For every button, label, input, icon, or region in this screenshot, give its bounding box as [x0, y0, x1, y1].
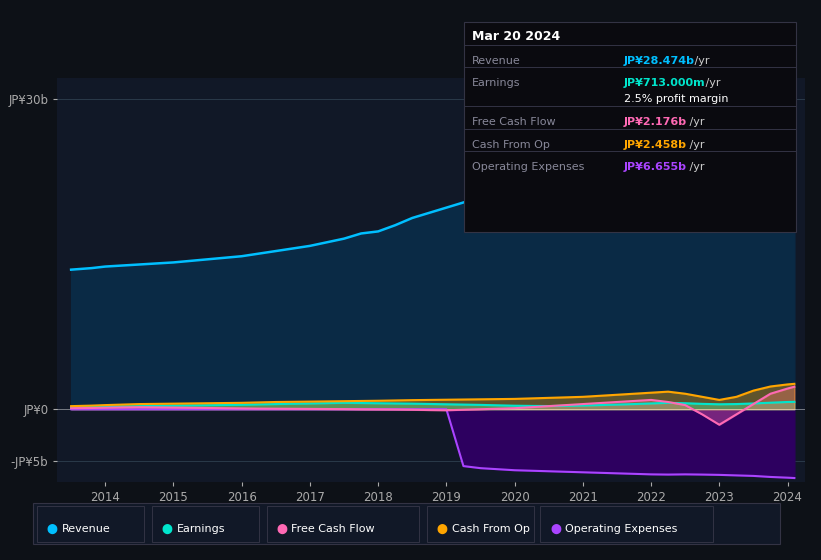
Text: Free Cash Flow: Free Cash Flow: [291, 524, 375, 534]
Text: JP¥28.474b: JP¥28.474b: [624, 56, 695, 66]
Text: Revenue: Revenue: [472, 56, 521, 66]
Text: Cash From Op: Cash From Op: [452, 524, 530, 534]
Text: Operating Expenses: Operating Expenses: [565, 524, 677, 534]
Text: Earnings: Earnings: [177, 524, 225, 534]
Text: Mar 20 2024: Mar 20 2024: [472, 30, 560, 43]
Text: ⬤: ⬤: [437, 524, 447, 534]
Text: Operating Expenses: Operating Expenses: [472, 162, 585, 172]
Text: ⬤: ⬤: [277, 524, 287, 534]
Text: /yr: /yr: [691, 56, 710, 66]
Text: /yr: /yr: [686, 118, 704, 128]
Text: JP¥2.176b: JP¥2.176b: [624, 118, 687, 128]
Text: JP¥713.000m: JP¥713.000m: [624, 78, 705, 88]
Text: JP¥6.655b: JP¥6.655b: [624, 162, 687, 172]
Text: /yr: /yr: [686, 162, 704, 172]
Text: /yr: /yr: [702, 78, 721, 88]
Text: Revenue: Revenue: [62, 524, 110, 534]
Text: ⬤: ⬤: [162, 524, 172, 534]
Text: Earnings: Earnings: [472, 78, 521, 88]
Text: Cash From Op: Cash From Op: [472, 140, 550, 150]
Text: Free Cash Flow: Free Cash Flow: [472, 118, 556, 128]
Text: /yr: /yr: [686, 140, 704, 150]
Text: ⬤: ⬤: [550, 524, 561, 534]
Text: JP¥2.458b: JP¥2.458b: [624, 140, 687, 150]
Text: ⬤: ⬤: [47, 524, 57, 534]
Text: 2.5% profit margin: 2.5% profit margin: [624, 94, 728, 104]
